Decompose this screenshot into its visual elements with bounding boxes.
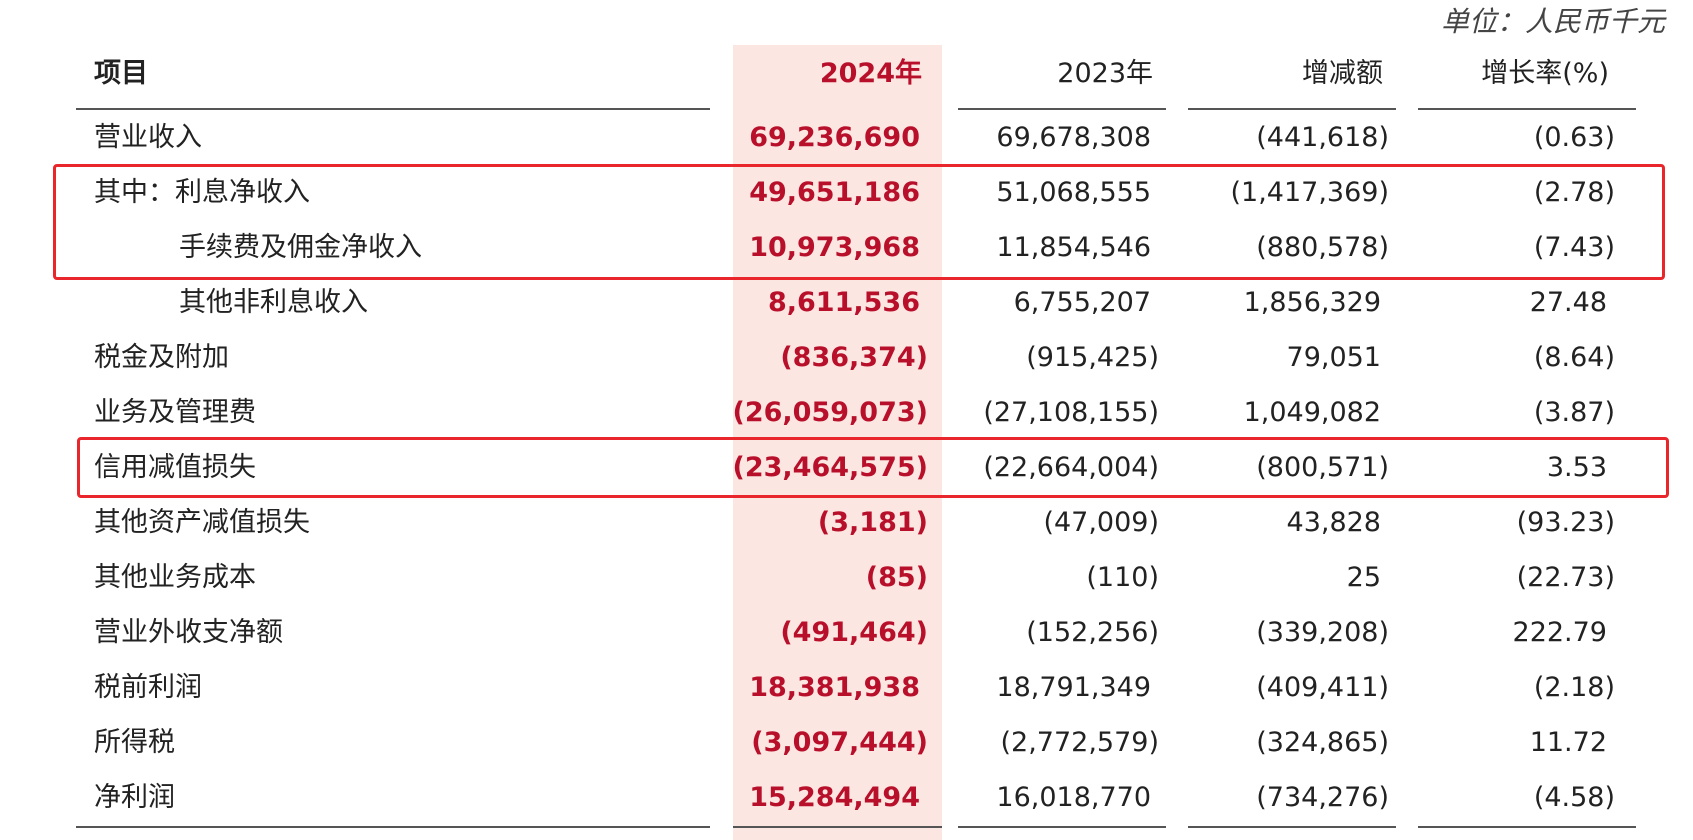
value-rate: (22.73) — [1516, 562, 1615, 593]
table-row: 税金及附加 (836,374) (915,425) 79,051 (8.64) — [0, 330, 1693, 385]
value-diff: 25 — [1346, 562, 1381, 593]
header-rule-diff — [1188, 108, 1396, 110]
value-2023: 18,791,349 — [996, 672, 1151, 703]
value-diff: (734,276) — [1256, 782, 1389, 813]
bottom-rule-2023 — [958, 826, 1166, 828]
row-label: 业务及管理费 — [94, 397, 256, 428]
value-diff: 1,856,329 — [1243, 287, 1381, 318]
value-rate: (4.58) — [1533, 782, 1615, 813]
value-rate: (3.87) — [1533, 397, 1615, 428]
value-2023: 69,678,308 — [996, 122, 1151, 153]
value-rate: (2.78) — [1533, 177, 1615, 208]
value-2023: (152,256) — [1026, 617, 1159, 648]
header-rule-item — [76, 108, 710, 110]
table-row: 所得税 (3,097,444) (2,772,579) (324,865) 11… — [0, 715, 1693, 770]
value-rate: (7.43) — [1533, 232, 1615, 263]
value-rate: 222.79 — [1512, 617, 1607, 648]
unit-label: 单位：人民币千元 — [1440, 5, 1665, 38]
header-2024: 2024年 — [819, 58, 922, 89]
value-2024: 15,284,494 — [749, 782, 920, 813]
value-2024: 10,973,968 — [749, 232, 920, 263]
value-2023: (27,108,155) — [983, 397, 1159, 428]
value-diff: (409,411) — [1256, 672, 1389, 703]
value-rate: 27.48 — [1529, 287, 1607, 318]
header-item: 项目 — [94, 58, 148, 89]
row-label: 营业收入 — [94, 122, 202, 153]
table-row: 营业外收支净额 (491,464) (152,256) (339,208) 22… — [0, 605, 1693, 660]
value-rate: (8.64) — [1533, 342, 1615, 373]
value-2024: (3,181) — [817, 507, 928, 538]
table-row: 税前利润 18,381,938 18,791,349 (409,411) (2.… — [0, 660, 1693, 715]
value-2023: 6,755,207 — [1013, 287, 1151, 318]
row-label: 其他业务成本 — [94, 562, 256, 593]
value-2024: 8,611,536 — [767, 287, 920, 318]
table-row: 其他资产减值损失 (3,181) (47,009) 43,828 (93.23) — [0, 495, 1693, 550]
table-row: 净利润 15,284,494 16,018,770 (734,276) (4.5… — [0, 770, 1693, 825]
value-diff: 79,051 — [1286, 342, 1381, 373]
value-diff: (324,865) — [1256, 727, 1389, 758]
value-diff: (1,417,369) — [1230, 177, 1389, 208]
value-rate: 11.72 — [1529, 727, 1607, 758]
row-label: 其他非利息收入 — [179, 287, 368, 318]
bottom-rule-diff — [1188, 826, 1396, 828]
value-2024: 69,236,690 — [749, 122, 920, 153]
table-row: 手续费及佣金净收入 10,973,968 11,854,546 (880,578… — [0, 220, 1693, 275]
value-2024: (491,464) — [780, 617, 928, 648]
row-label: 营业外收支净额 — [94, 617, 283, 648]
table-row: 其中：利息净收入 49,651,186 51,068,555 (1,417,36… — [0, 165, 1693, 220]
value-rate: (93.23) — [1516, 507, 1615, 538]
value-diff: 43,828 — [1286, 507, 1381, 538]
value-2024: (836,374) — [780, 342, 928, 373]
value-2024: 49,651,186 — [749, 177, 920, 208]
table-row: 其他非利息收入 8,611,536 6,755,207 1,856,329 27… — [0, 275, 1693, 330]
value-2023: 51,068,555 — [996, 177, 1151, 208]
value-diff: (441,618) — [1256, 122, 1389, 153]
value-2023: (2,772,579) — [1000, 727, 1159, 758]
header-rule-2023 — [958, 108, 1166, 110]
value-2024: (23,464,575) — [732, 452, 929, 483]
table-row: 其他业务成本 (85) (110) 25 (22.73) — [0, 550, 1693, 605]
value-rate: (2.18) — [1533, 672, 1615, 703]
value-2024: (3,097,444) — [751, 727, 928, 758]
table-header: 项目 2024年 2023年 增减额 增长率(%) — [0, 52, 1693, 104]
value-rate: 3.53 — [1546, 452, 1607, 483]
row-label: 净利润 — [94, 782, 175, 813]
value-rate: (0.63) — [1533, 122, 1615, 153]
header-2023: 2023年 — [1057, 58, 1153, 89]
table-row: 业务及管理费 (26,059,073) (27,108,155) 1,049,0… — [0, 385, 1693, 440]
highlight-column-2024 — [733, 45, 942, 840]
row-label: 税前利润 — [94, 672, 202, 703]
bottom-rule-item — [76, 826, 710, 828]
row-label: 其他资产减值损失 — [94, 507, 310, 538]
value-diff: (880,578) — [1256, 232, 1389, 263]
value-2023: (47,009) — [1043, 507, 1159, 538]
value-2024: 18,381,938 — [749, 672, 920, 703]
value-2024: (85) — [865, 562, 928, 593]
row-label: 其中：利息净收入 — [94, 177, 310, 208]
value-2023: (110) — [1086, 562, 1159, 593]
value-2023: (22,664,004) — [983, 452, 1159, 483]
row-label: 手续费及佣金净收入 — [179, 232, 422, 263]
value-diff: 1,049,082 — [1243, 397, 1381, 428]
value-2023: (915,425) — [1026, 342, 1159, 373]
row-label: 信用减值损失 — [94, 452, 256, 483]
value-2024: (26,059,073) — [732, 397, 929, 428]
header-rate: 增长率(%) — [1481, 58, 1609, 89]
table-row: 信用减值损失 (23,464,575) (22,664,004) (800,57… — [0, 440, 1693, 495]
header-diff: 增减额 — [1302, 58, 1383, 89]
value-2023: 16,018,770 — [996, 782, 1151, 813]
row-label: 所得税 — [94, 727, 175, 758]
row-label: 税金及附加 — [94, 342, 229, 373]
value-diff: (800,571) — [1256, 452, 1389, 483]
value-diff: (339,208) — [1256, 617, 1389, 648]
bottom-rule-rate — [1418, 826, 1636, 828]
header-rule-rate — [1418, 108, 1636, 110]
table-row: 营业收入 69,236,690 69,678,308 (441,618) (0.… — [0, 110, 1693, 165]
value-2023: 11,854,546 — [996, 232, 1151, 263]
bottom-rule-2024 — [733, 826, 942, 828]
